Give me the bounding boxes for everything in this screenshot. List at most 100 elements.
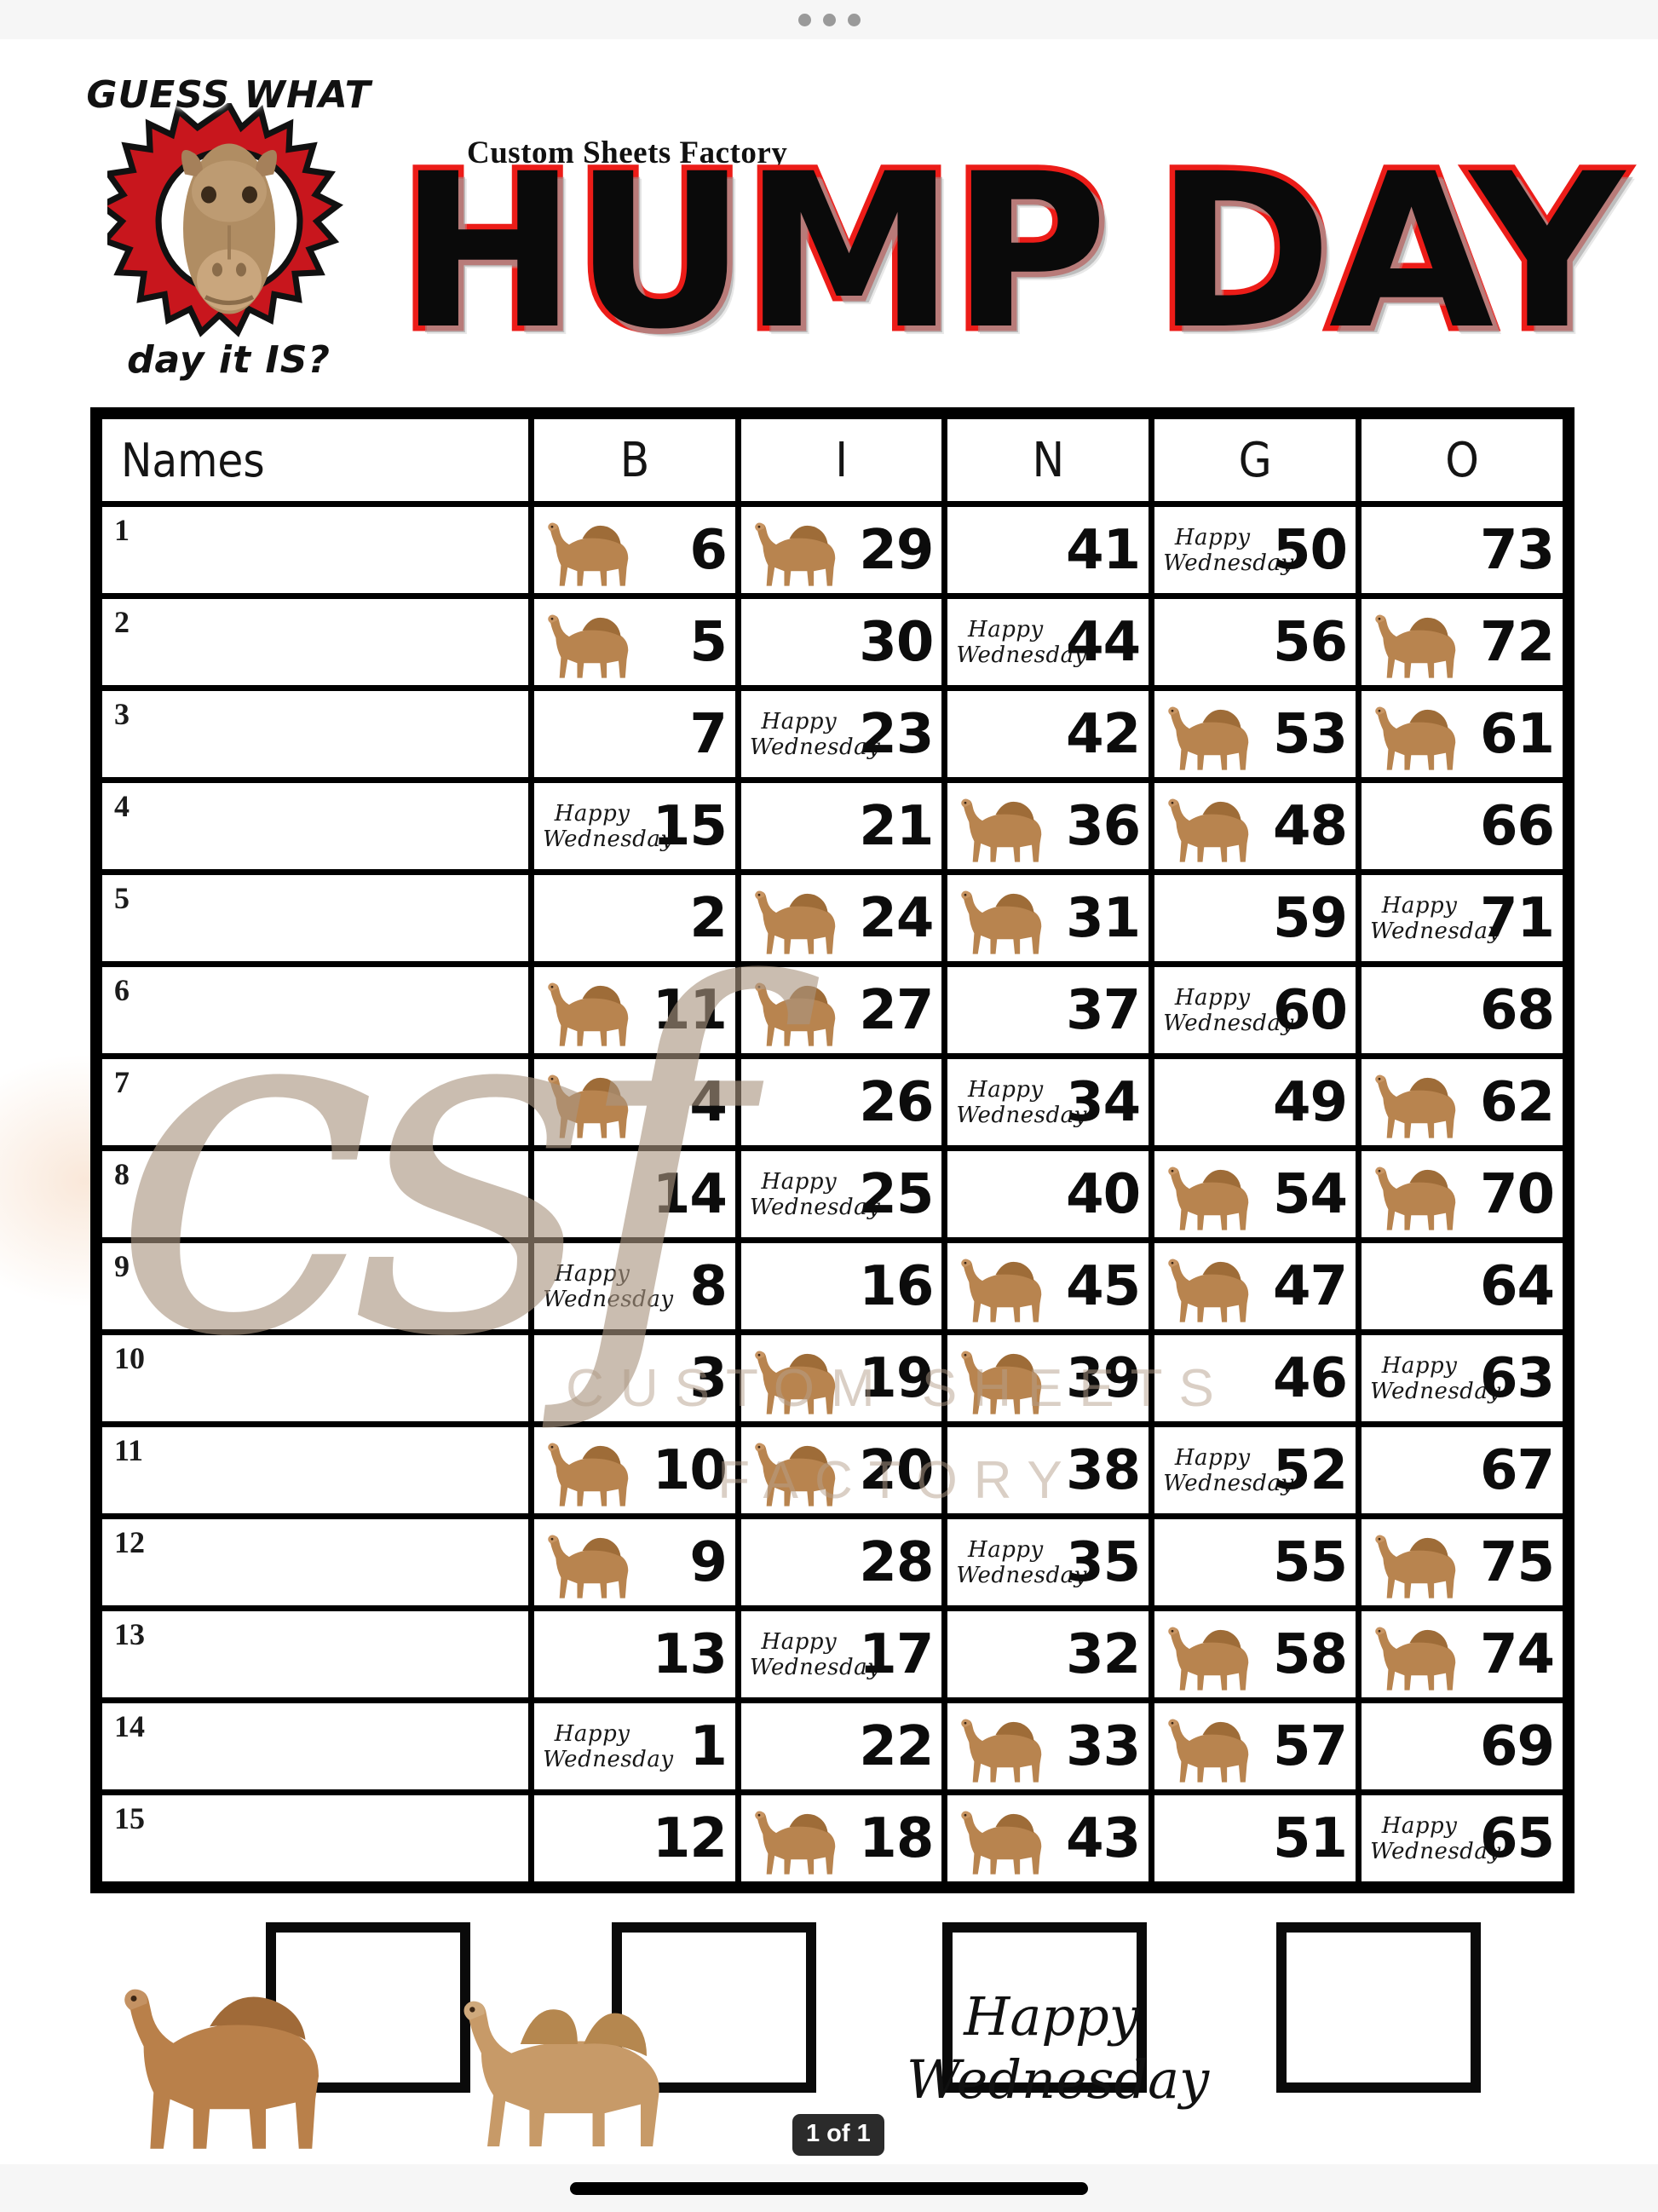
cell-i-row-8[interactable]: Happy Wednesday 25 (740, 1151, 942, 1237)
cell-g-row-1[interactable]: Happy Wednesday 50 (1154, 507, 1356, 593)
cell-number: 65 (1479, 1806, 1555, 1870)
cell-n-row-3[interactable]: 42 (947, 691, 1149, 777)
cell-i-row-9[interactable]: 16 (740, 1243, 942, 1329)
cell-i-row-7[interactable]: 26 (740, 1059, 942, 1145)
cell-n-row-8[interactable]: 40 (947, 1151, 1149, 1237)
cell-o-row-3[interactable]: 61 (1362, 691, 1563, 777)
cell-i-row-6[interactable]: 27 (740, 967, 942, 1053)
cell-o-row-9[interactable]: 64 (1362, 1243, 1563, 1329)
cell-o-row-1[interactable]: 73 (1362, 507, 1563, 593)
cell-i-row-15[interactable]: 18 (740, 1795, 942, 1881)
cell-g-row-4[interactable]: 48 (1154, 783, 1356, 869)
name-cell-row-9[interactable]: 9 (102, 1243, 529, 1329)
cell-n-row-1[interactable]: 41 (947, 507, 1149, 593)
name-cell-row-2[interactable]: 2 (102, 599, 529, 685)
cell-o-row-12[interactable]: 75 (1362, 1519, 1563, 1605)
cell-b-row-14[interactable]: Happy Wednesday 1 (534, 1703, 735, 1789)
name-cell-row-3[interactable]: 3 (102, 691, 529, 777)
cell-b-row-4[interactable]: Happy Wednesday 15 (534, 783, 735, 869)
cell-g-row-13[interactable]: 58 (1154, 1611, 1356, 1697)
three-dots-icon[interactable] (0, 0, 1658, 39)
cell-n-row-13[interactable]: 32 (947, 1611, 1149, 1697)
cell-i-row-14[interactable]: 22 (740, 1703, 942, 1789)
name-cell-row-14[interactable]: 14 (102, 1703, 529, 1789)
name-cell-row-11[interactable]: 11 (102, 1427, 529, 1513)
cell-b-row-12[interactable]: 9 (534, 1519, 735, 1605)
name-cell-row-4[interactable]: 4 (102, 783, 529, 869)
cell-g-row-2[interactable]: 56 (1154, 599, 1356, 685)
cell-b-row-11[interactable]: 10 (534, 1427, 735, 1513)
cell-g-row-7[interactable]: 49 (1154, 1059, 1356, 1145)
cell-g-row-15[interactable]: 51 (1154, 1795, 1356, 1881)
cell-o-row-8[interactable]: 70 (1362, 1151, 1563, 1237)
cell-o-row-14[interactable]: 69 (1362, 1703, 1563, 1789)
name-cell-row-10[interactable]: 10 (102, 1335, 529, 1421)
cell-o-row-15[interactable]: Happy Wednesday 65 (1362, 1795, 1563, 1881)
cell-n-row-12[interactable]: Happy Wednesday 35 (947, 1519, 1149, 1605)
cell-o-row-2[interactable]: 72 (1362, 599, 1563, 685)
cell-b-row-6[interactable]: 11 (534, 967, 735, 1053)
cell-g-row-3[interactable]: 53 (1154, 691, 1356, 777)
name-cell-row-1[interactable]: 1 (102, 507, 529, 593)
legend-box-3[interactable] (942, 1922, 1147, 2093)
cell-o-row-6[interactable]: 68 (1362, 967, 1563, 1053)
cell-n-row-10[interactable]: 39 (947, 1335, 1149, 1421)
name-cell-row-6[interactable]: 6 (102, 967, 529, 1053)
cell-o-row-4[interactable]: 66 (1362, 783, 1563, 869)
name-cell-row-7[interactable]: 7 (102, 1059, 529, 1145)
top-chrome-bar (0, 0, 1658, 39)
cell-g-row-6[interactable]: Happy Wednesday 60 (1154, 967, 1356, 1053)
cell-i-row-13[interactable]: Happy Wednesday 17 (740, 1611, 942, 1697)
cell-o-row-5[interactable]: Happy Wednesday 71 (1362, 875, 1563, 961)
cell-b-row-8[interactable]: 14 (534, 1151, 735, 1237)
cell-g-row-12[interactable]: 55 (1154, 1519, 1356, 1605)
cell-i-row-12[interactable]: 28 (740, 1519, 942, 1605)
name-cell-row-15[interactable]: 15 (102, 1795, 529, 1881)
cell-b-row-2[interactable]: 5 (534, 599, 735, 685)
cell-i-row-3[interactable]: Happy Wednesday 23 (740, 691, 942, 777)
cell-b-row-3[interactable]: 7 (534, 691, 735, 777)
cell-i-row-11[interactable]: 20 (740, 1427, 942, 1513)
cell-g-row-5[interactable]: 59 (1154, 875, 1356, 961)
cell-b-row-10[interactable]: 3 (534, 1335, 735, 1421)
cell-i-row-2[interactable]: 30 (740, 599, 942, 685)
cell-n-row-14[interactable]: 33 (947, 1703, 1149, 1789)
cell-b-row-15[interactable]: 12 (534, 1795, 735, 1881)
cell-number: 23 (859, 702, 934, 766)
cell-b-row-13[interactable]: 13 (534, 1611, 735, 1697)
cell-g-row-8[interactable]: 54 (1154, 1151, 1356, 1237)
home-indicator[interactable] (570, 2182, 1088, 2195)
name-cell-row-12[interactable]: 12 (102, 1519, 529, 1605)
cell-number: 12 (652, 1806, 728, 1870)
cell-n-row-4[interactable]: 36 (947, 783, 1149, 869)
cell-o-row-13[interactable]: 74 (1362, 1611, 1563, 1697)
cell-g-row-10[interactable]: 46 (1154, 1335, 1356, 1421)
cell-g-row-14[interactable]: 57 (1154, 1703, 1356, 1789)
cell-b-row-5[interactable]: 2 (534, 875, 735, 961)
name-cell-row-5[interactable]: 5 (102, 875, 529, 961)
name-cell-row-8[interactable]: 8 (102, 1151, 529, 1237)
camel-icon (755, 521, 836, 586)
cell-b-row-7[interactable]: 4 (534, 1059, 735, 1145)
cell-b-row-9[interactable]: Happy Wednesday 8 (534, 1243, 735, 1329)
cell-i-row-4[interactable]: 21 (740, 783, 942, 869)
cell-b-row-1[interactable]: 6 (534, 507, 735, 593)
legend-box-4[interactable] (1276, 1922, 1481, 2093)
cell-n-row-9[interactable]: 45 (947, 1243, 1149, 1329)
cell-o-row-7[interactable]: 62 (1362, 1059, 1563, 1145)
cell-i-row-10[interactable]: 19 (740, 1335, 942, 1421)
cell-o-row-11[interactable]: 67 (1362, 1427, 1563, 1513)
cell-o-row-10[interactable]: Happy Wednesday 63 (1362, 1335, 1563, 1421)
cell-n-row-7[interactable]: Happy Wednesday 34 (947, 1059, 1149, 1145)
cell-n-row-6[interactable]: 37 (947, 967, 1149, 1053)
cell-n-row-11[interactable]: 38 (947, 1427, 1149, 1513)
cell-i-row-1[interactable]: 29 (740, 507, 942, 593)
cell-g-row-9[interactable]: 47 (1154, 1243, 1356, 1329)
cell-n-row-2[interactable]: Happy Wednesday 44 (947, 599, 1149, 685)
cell-number: 47 (1273, 1254, 1348, 1318)
name-cell-row-13[interactable]: 13 (102, 1611, 529, 1697)
cell-n-row-15[interactable]: 43 (947, 1795, 1149, 1881)
cell-n-row-5[interactable]: 31 (947, 875, 1149, 961)
cell-g-row-11[interactable]: Happy Wednesday 52 (1154, 1427, 1356, 1513)
cell-i-row-5[interactable]: 24 (740, 875, 942, 961)
